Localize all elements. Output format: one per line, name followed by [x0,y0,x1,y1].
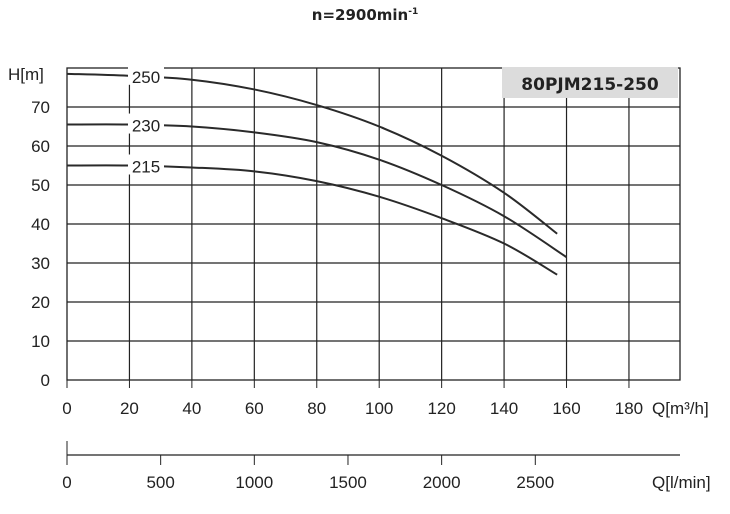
y-tick-label: 10 [31,332,50,351]
model-label: 80PJM215-250 [521,75,659,95]
y-tick-label: 60 [31,137,50,156]
y-tick-label: 70 [31,98,50,117]
x2-axis-label: Q[l/min] [652,473,711,492]
model-label-box [502,67,678,98]
x2-tick-label: 500 [146,473,174,492]
y-axis-label: H[m] [8,65,44,84]
curve-label-215: 215 [132,158,160,177]
x-tick-label: 80 [307,399,326,418]
y-tick-label: 50 [31,176,50,195]
x-tick-label: 100 [365,399,393,418]
pump-curve-250 [66,72,558,235]
x-tick-label: 180 [615,399,643,418]
x-tick-label: 120 [427,399,455,418]
x-tick-label: 0 [62,399,71,418]
x-tick-label: 40 [182,399,201,418]
y-tick-label: 40 [31,215,50,234]
curve-label-230: 230 [132,117,160,136]
x2-tick-label: 2000 [423,473,461,492]
x2-tick-label: 0 [62,473,71,492]
y-tick-label: 0 [41,371,50,390]
x-tick-label: 60 [245,399,264,418]
x2-tick-label: 1000 [235,473,273,492]
x-tick-label: 160 [552,399,580,418]
y-tick-label: 20 [31,293,50,312]
title-superscript: -1 [408,7,419,17]
curve-label-250: 250 [132,68,160,87]
curve-label-bg [128,64,164,85]
chart-title: n=2900min-1 [0,6,730,24]
pump-curve-215 [66,164,558,276]
curve-label-bg [128,154,164,175]
x2-tick-label: 2500 [516,473,554,492]
title-text: n=2900min [311,6,409,24]
x2-tick-label: 1500 [329,473,367,492]
x-axis-label: Q[m³/h] [652,399,709,418]
y-tick-label: 30 [31,254,50,273]
x-tick-label: 140 [490,399,518,418]
x-tick-label: 20 [120,399,139,418]
curve-label-bg [128,113,164,134]
